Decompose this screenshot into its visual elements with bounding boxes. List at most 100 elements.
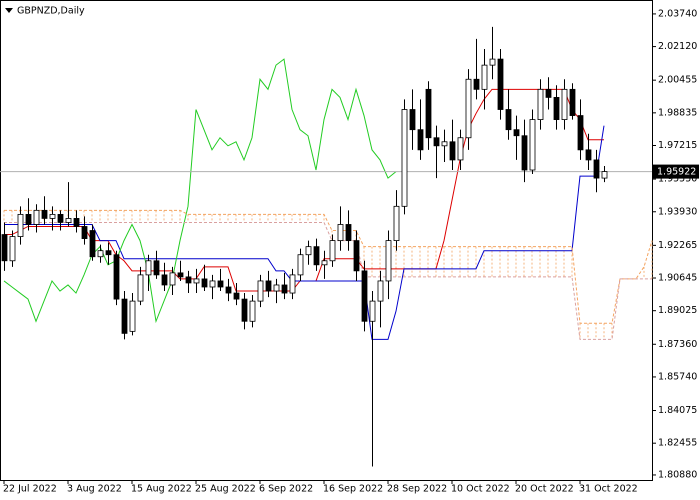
candle-body bbox=[505, 109, 512, 131]
x-tick-label: 6 Sep 2022 bbox=[259, 484, 313, 495]
candle-body bbox=[289, 274, 296, 294]
candle-body bbox=[73, 218, 80, 227]
candle-body bbox=[561, 88, 568, 120]
candle-body bbox=[225, 286, 232, 294]
candle-body bbox=[177, 272, 184, 278]
candle-body bbox=[41, 209, 48, 219]
y-tick-label: 1.80880 bbox=[658, 469, 697, 480]
candle-body bbox=[305, 246, 312, 256]
x-tick-label: 15 Aug 2022 bbox=[131, 484, 192, 495]
candle-body bbox=[553, 97, 560, 120]
candle-body bbox=[377, 280, 384, 302]
y-tick-label: 1.93930 bbox=[658, 206, 697, 217]
candle-body bbox=[449, 141, 456, 161]
candle-body bbox=[57, 213, 64, 223]
candle-body bbox=[329, 240, 336, 262]
candle-body bbox=[337, 224, 344, 242]
y-tick-label: 1.90645 bbox=[658, 273, 697, 284]
candle-body bbox=[297, 254, 304, 276]
candle-body bbox=[313, 246, 320, 266]
indicator-line bbox=[3, 58, 397, 324]
candle-body bbox=[81, 226, 88, 239]
y-tick-label: 1.98835 bbox=[658, 107, 697, 118]
candle-body bbox=[489, 58, 496, 66]
candle-body bbox=[433, 137, 440, 147]
candle-body bbox=[417, 129, 424, 151]
candle-body bbox=[145, 260, 152, 276]
candle-body bbox=[113, 254, 120, 300]
candle-body bbox=[273, 284, 280, 292]
candle-body bbox=[481, 64, 488, 90]
candle-body bbox=[593, 159, 600, 179]
candle-body bbox=[169, 272, 176, 286]
candle-body bbox=[1, 234, 8, 262]
candle-body bbox=[33, 209, 40, 225]
candle-body bbox=[601, 171, 608, 179]
chart-title: GBPNZD,Daily bbox=[17, 6, 85, 17]
indicator-line bbox=[4, 209, 653, 324]
y-tick-label: 1.97215 bbox=[658, 140, 697, 151]
x-tick-label: 3 Aug 2022 bbox=[67, 484, 122, 495]
y-tick-label: 1.87360 bbox=[658, 339, 697, 350]
y-tick-label: 2.03740 bbox=[658, 8, 697, 19]
candle-body bbox=[457, 137, 464, 161]
y-tick-label: 1.84075 bbox=[658, 405, 697, 416]
candle-body bbox=[409, 109, 416, 131]
y-tick-label: 1.82455 bbox=[658, 438, 697, 449]
candle-body bbox=[281, 284, 288, 294]
candle-body bbox=[153, 260, 160, 276]
y-tick-label: 1.85740 bbox=[658, 371, 697, 382]
x-tick-label: 28 Sep 2022 bbox=[387, 484, 447, 495]
indicator-line bbox=[4, 125, 605, 340]
indicator-line bbox=[4, 221, 652, 340]
candle-body bbox=[121, 298, 128, 334]
candle-body bbox=[49, 213, 56, 219]
candle-body bbox=[193, 278, 200, 284]
candle-body bbox=[65, 218, 72, 223]
x-tick-label: 25 Aug 2022 bbox=[195, 484, 256, 495]
candle-body bbox=[441, 141, 448, 147]
candle-body bbox=[209, 280, 216, 288]
candle-body bbox=[249, 300, 256, 322]
candle-body bbox=[97, 250, 104, 258]
last-price-box bbox=[653, 164, 699, 179]
y-tick-label: 1.89025 bbox=[658, 305, 697, 316]
candle-body bbox=[89, 230, 96, 258]
candle-body bbox=[577, 115, 584, 151]
candle-body bbox=[233, 292, 240, 300]
candle-body bbox=[529, 119, 536, 171]
candle-body bbox=[217, 280, 224, 288]
candle-body bbox=[9, 236, 16, 262]
symbol-menu-icon[interactable] bbox=[5, 8, 13, 13]
candle-body bbox=[401, 109, 408, 207]
candle-body bbox=[129, 300, 136, 332]
candle-body bbox=[537, 88, 544, 120]
candle-body bbox=[105, 250, 112, 256]
x-tick-label: 16 Sep 2022 bbox=[323, 484, 383, 495]
candle-body bbox=[425, 88, 432, 139]
candle-body bbox=[353, 240, 360, 272]
candle-body bbox=[257, 280, 264, 302]
candle-body bbox=[361, 270, 368, 322]
candle-body bbox=[185, 276, 192, 284]
candle-body bbox=[569, 88, 576, 116]
candle-body bbox=[465, 78, 472, 139]
candle-body bbox=[321, 260, 328, 266]
x-tick-label: 22 Jul 2022 bbox=[3, 484, 57, 495]
candle-body bbox=[385, 240, 392, 282]
candle-body bbox=[545, 88, 552, 98]
x-tick-label: 31 Oct 2022 bbox=[579, 484, 638, 495]
candle-body bbox=[17, 213, 24, 237]
candle-body bbox=[513, 129, 520, 137]
x-tick-label: 10 Oct 2022 bbox=[451, 484, 510, 495]
last-price-label: 1.95922 bbox=[657, 167, 696, 178]
candle-body bbox=[345, 224, 352, 242]
candle-body bbox=[473, 78, 480, 90]
y-tick-label: 2.00455 bbox=[658, 75, 697, 86]
candle-body bbox=[265, 280, 272, 292]
y-tick-label: 2.02120 bbox=[658, 41, 697, 52]
candle-body bbox=[369, 300, 376, 322]
candle-body bbox=[161, 274, 168, 286]
